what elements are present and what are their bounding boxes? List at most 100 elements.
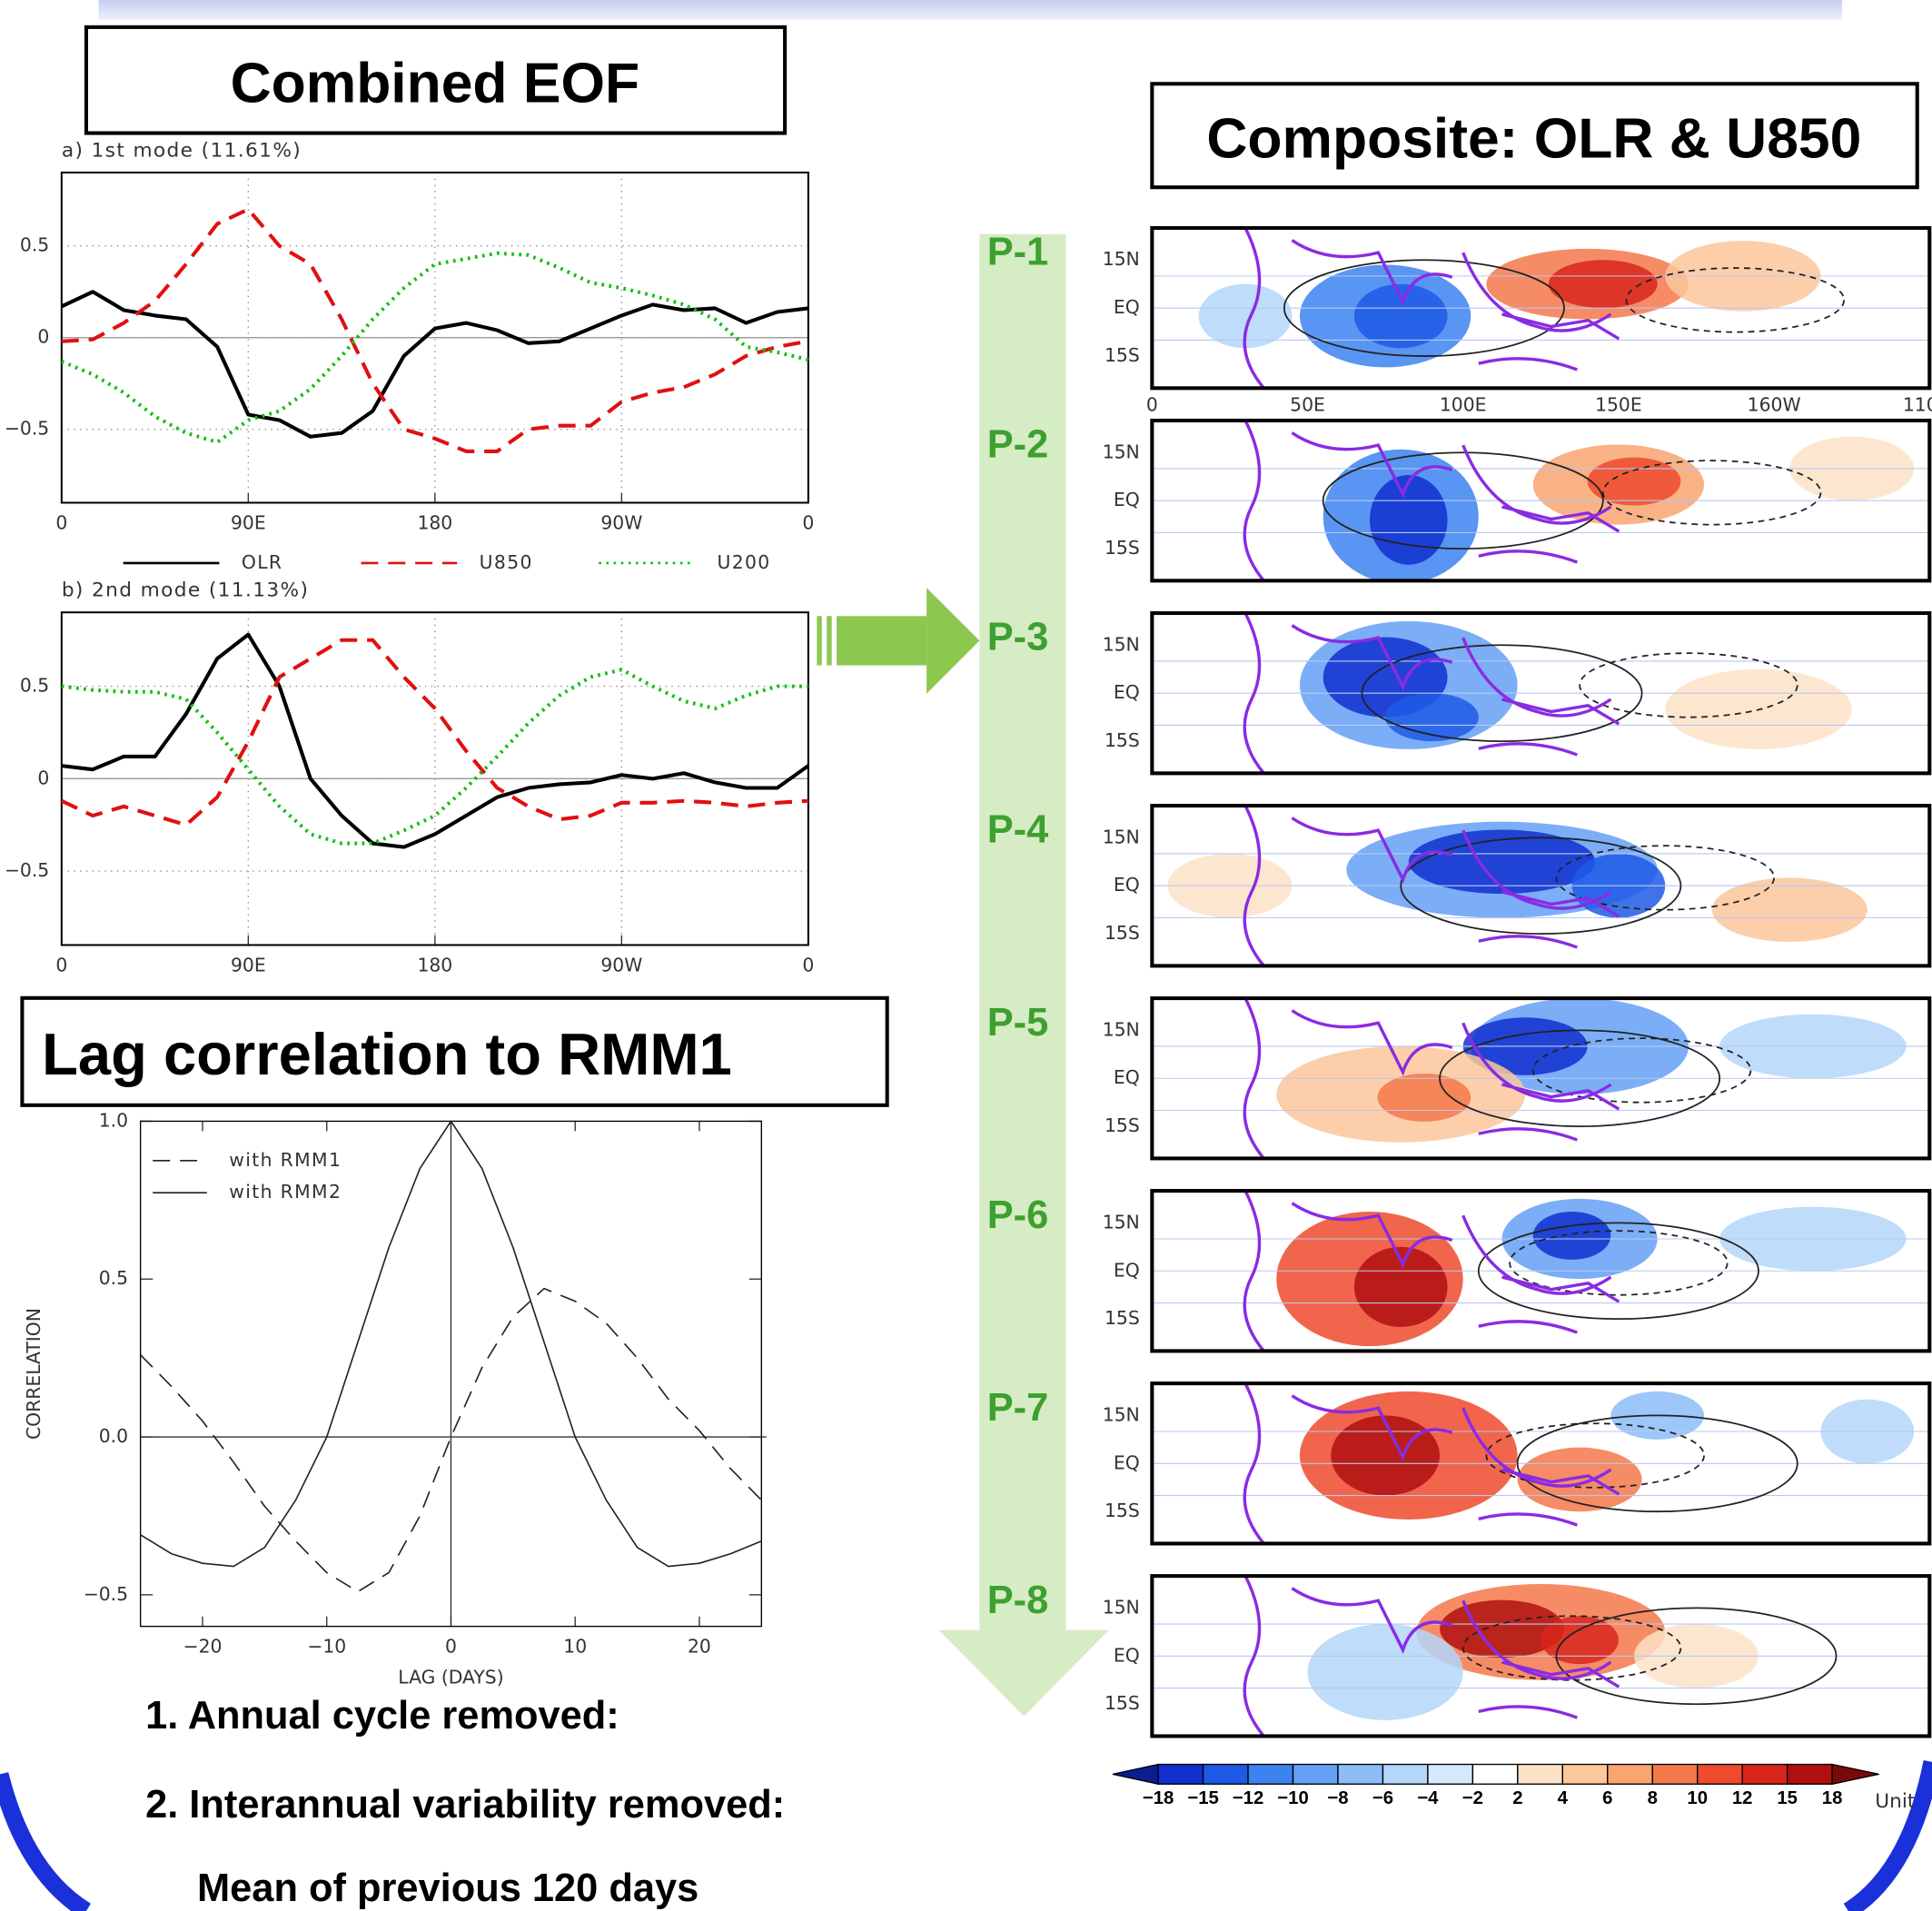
y-tick-label: 0 [37, 767, 49, 788]
legend-label: with RMM2 [229, 1181, 342, 1203]
contour [1477, 1222, 1759, 1321]
phase-label: P-8 [987, 1579, 1049, 1622]
map-frame [1150, 418, 1932, 583]
anomaly-blob [1541, 1616, 1619, 1665]
colorbar-label: −10 [1277, 1788, 1308, 1808]
lon-label: 160W [1748, 393, 1801, 415]
coastline [1243, 1576, 1620, 1737]
x-tick-label: 0 [55, 512, 67, 534]
heading: Combined EOF [231, 53, 639, 115]
map-frame [1150, 225, 1932, 391]
coastline [1243, 613, 1620, 774]
lon-label: 50E [1290, 393, 1325, 415]
plot-frame [60, 171, 809, 504]
contour [1439, 1029, 1721, 1128]
colorbar-cell [1292, 1763, 1339, 1785]
anomaly-blob [1532, 1212, 1611, 1260]
chart-title: a) 1st mode (11.61%) [62, 139, 302, 162]
lat-label: 15S [1105, 1692, 1140, 1714]
x-tick-label: 10 [563, 1636, 587, 1658]
coastline [1243, 421, 1620, 581]
lat-label: EQ [1114, 296, 1140, 318]
corner-arc [1843, 1759, 1932, 1911]
map-panel: P-8 15N EQ 15S [987, 1574, 1932, 1738]
y-tick-label: 0.0 [99, 1425, 128, 1447]
lat-label: 15N [1103, 441, 1140, 462]
map-field [1152, 1191, 1930, 1352]
lon-label: 100E [1440, 393, 1487, 415]
note: Mean of previous 120 days [197, 1866, 698, 1910]
colorbar-cell [1471, 1763, 1519, 1785]
colorbar-label: 8 [1648, 1788, 1658, 1808]
line-chart: −0.5 0.0 0.5 1.0 −20 −10 0 10 20 LAG (DAYS) CORREL… [23, 1109, 767, 1688]
lat-label: EQ [1114, 1259, 1140, 1281]
heading-box [1150, 82, 1919, 190]
chart-title: b) 2nd mode (11.13%) [62, 579, 309, 602]
lat-label: EQ [1114, 489, 1140, 510]
right-arrow [817, 588, 980, 694]
colorbar-label: 6 [1602, 1788, 1612, 1808]
heading: Lag correlation to RMM1 [42, 1021, 732, 1087]
map-frame [1150, 1189, 1932, 1353]
contour [1509, 1230, 1729, 1296]
anomaly-blob [1307, 1624, 1463, 1720]
series-line [61, 668, 808, 846]
y-tick-label: −0.5 [5, 859, 49, 881]
anomaly-blob [1353, 1246, 1448, 1327]
contour [1283, 259, 1565, 357]
anomaly-blob [1331, 1415, 1441, 1496]
colorbar-end [1112, 1763, 1159, 1786]
y-tick-label: −0.5 [84, 1583, 128, 1605]
lat-label: 15N [1103, 1018, 1140, 1040]
contour [1400, 837, 1682, 936]
colorbar-cell [1202, 1763, 1249, 1785]
series-line [61, 632, 810, 849]
colorbar-label: −6 [1372, 1788, 1393, 1808]
colorbar-cell [1561, 1763, 1609, 1785]
x-tick-label: 180 [417, 955, 452, 976]
colorbar-label: 18 [1822, 1788, 1843, 1808]
anomaly-blob [1385, 693, 1479, 742]
y-tick-label: 0 [37, 326, 49, 348]
colorbar-cell [1607, 1763, 1653, 1785]
colorbar-cell [1741, 1763, 1788, 1785]
x-tick-label: 0 [802, 512, 814, 534]
map-frame [1150, 804, 1932, 968]
lat-label: 15S [1105, 537, 1140, 559]
x-tick-label: 0 [55, 955, 67, 976]
phase-arrow-head [938, 1629, 1109, 1717]
x-tick-label: 0 [802, 955, 814, 976]
anomaly-blob [1548, 260, 1658, 309]
colorbar-label: 15 [1777, 1788, 1798, 1808]
corner-arc [0, 1772, 92, 1911]
colorbar-cell [1651, 1763, 1699, 1785]
phase-arrow [979, 233, 1066, 1633]
charts: a) 1st mode (11.61%) −0.5 0 0.5 0 90E 180 90W 0 O… [5, 139, 814, 1688]
coastline [1243, 998, 1620, 1159]
anomaly-blob [1408, 829, 1596, 895]
contour [1555, 1607, 1838, 1706]
map-frame [1150, 1381, 1932, 1546]
map-field [1152, 806, 1930, 966]
colorbar-label: −2 [1462, 1788, 1483, 1808]
lat-label: 15S [1105, 1114, 1140, 1136]
x-tick-label: 90W [600, 512, 642, 534]
lon-label: 0 [1146, 393, 1158, 415]
colorbar-cell [1247, 1763, 1294, 1785]
lat-label: EQ [1114, 874, 1140, 896]
legend-label: U200 [717, 551, 770, 573]
heading-box [84, 25, 788, 135]
colorbar-label: 2 [1512, 1788, 1522, 1808]
phase-label: P-2 [987, 423, 1049, 467]
anomaly-blob [1198, 283, 1293, 349]
lat-label: 15S [1105, 344, 1140, 366]
note: 1. Annual cycle removed: [145, 1694, 619, 1738]
coastline [1243, 1383, 1620, 1544]
x-tick-label: 90E [231, 512, 266, 534]
lat-label: 15N [1103, 1596, 1140, 1618]
colorbar-cell [1517, 1763, 1563, 1785]
x-tick-label: 90W [600, 955, 642, 976]
coastline [1243, 1191, 1620, 1352]
y-tick-label: 0.5 [20, 675, 49, 697]
